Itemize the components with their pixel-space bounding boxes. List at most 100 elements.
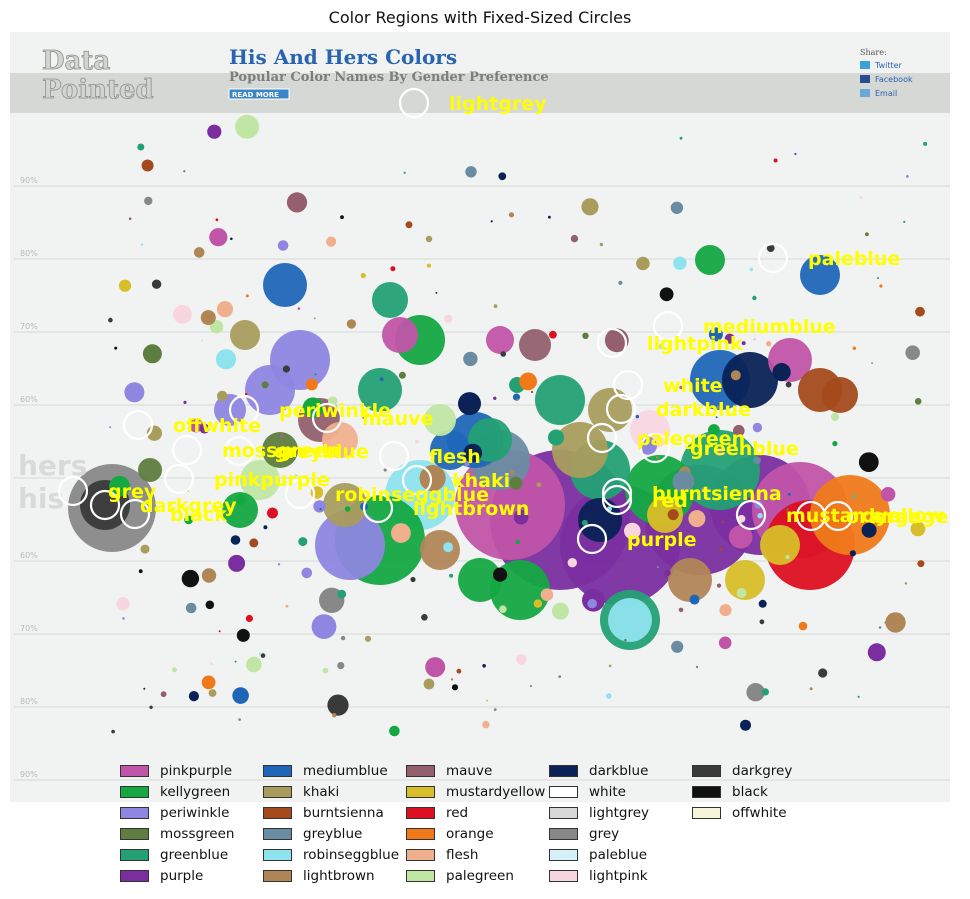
bubble xyxy=(258,652,261,655)
label-mossgreen: mossgreen xyxy=(222,440,340,462)
marker-periwinkle xyxy=(228,394,260,426)
bubble xyxy=(465,166,477,178)
bubble xyxy=(282,365,290,373)
bubble xyxy=(232,687,249,704)
legend-label: pinkpurple xyxy=(160,762,232,779)
bubble xyxy=(144,196,153,206)
bubble xyxy=(851,493,858,500)
label-greenblue: greenblue xyxy=(690,438,799,460)
bubble xyxy=(277,563,281,566)
bubble xyxy=(490,220,493,223)
bubble xyxy=(867,643,886,662)
bubble xyxy=(425,235,433,243)
bubble xyxy=(914,398,922,405)
bubble xyxy=(183,400,187,404)
bubble xyxy=(337,589,347,599)
bubble xyxy=(185,602,197,614)
bubble xyxy=(599,242,604,247)
bubble xyxy=(173,304,192,324)
bubble xyxy=(109,426,112,429)
bubble xyxy=(785,555,790,559)
bubble xyxy=(140,243,144,246)
bubble xyxy=(143,687,146,690)
legend-swatch xyxy=(120,848,149,861)
bubble xyxy=(297,307,301,310)
bubble xyxy=(217,390,228,402)
bubble xyxy=(695,665,699,669)
bubble xyxy=(218,630,221,633)
legend-item: palegreen xyxy=(406,865,549,886)
bubble xyxy=(906,175,909,178)
legend-label: flesh xyxy=(446,846,479,863)
bubble xyxy=(516,654,527,665)
legend-label: mediumblue xyxy=(303,762,388,779)
legend-item: red xyxy=(406,802,549,823)
y-tick-label: 90% xyxy=(20,176,38,185)
bubble xyxy=(746,683,765,702)
label-offwhite: offwhite xyxy=(173,415,261,437)
bubble xyxy=(679,385,683,390)
legend-swatch xyxy=(120,764,149,777)
twitter-icon xyxy=(860,61,870,69)
legend-swatch xyxy=(263,764,292,777)
bubble xyxy=(624,522,641,540)
bubble xyxy=(733,424,745,437)
bubble xyxy=(852,346,856,350)
bubble xyxy=(319,508,322,511)
marker-lightbrown xyxy=(362,492,394,524)
legend-label: paleblue xyxy=(589,846,648,863)
legend-swatch xyxy=(263,827,292,840)
label-robinseggblue: robinseggblue xyxy=(335,484,489,506)
legend-label: white xyxy=(589,783,626,800)
bubble xyxy=(880,487,896,502)
bubble xyxy=(686,378,689,381)
bubble xyxy=(286,192,308,213)
bubble xyxy=(171,667,177,673)
marker-greenblue xyxy=(639,432,671,464)
background-gridlines: 90% 80% 70% 60% 60% 70% 80% 90% xyxy=(14,176,950,781)
legend-item: periwinkle xyxy=(120,802,263,823)
bubble xyxy=(552,422,608,478)
bubble xyxy=(535,375,585,425)
bubble xyxy=(486,699,488,702)
bubble xyxy=(785,381,792,388)
bubble xyxy=(249,538,259,548)
label-burntsienna: burntsienna xyxy=(652,483,782,505)
marker-lightgrey xyxy=(398,87,430,119)
bubble xyxy=(533,599,543,608)
bubble xyxy=(209,320,224,334)
bubble xyxy=(923,141,928,146)
bubble xyxy=(753,456,761,465)
bubble xyxy=(128,217,132,220)
label-flesh: flesh xyxy=(429,446,481,468)
bubble xyxy=(879,284,883,288)
legend-item: offwhite xyxy=(692,802,835,823)
marker-mustardyellow xyxy=(735,499,767,531)
bubble xyxy=(140,544,150,554)
legend: pinkpurple kellygreen periwinkle mossgreen g… xyxy=(120,760,835,886)
bubble xyxy=(670,201,684,214)
legend-swatch xyxy=(120,806,149,819)
bubble xyxy=(302,397,324,419)
bubble xyxy=(724,333,735,344)
bubble xyxy=(786,508,789,511)
legend-item: orange xyxy=(406,823,549,844)
bubble xyxy=(346,319,357,329)
y-tick-label: 70% xyxy=(20,322,38,331)
bubble xyxy=(263,525,268,530)
bubble xyxy=(858,452,879,472)
bubble xyxy=(236,628,250,642)
bubble xyxy=(689,594,700,605)
bubble xyxy=(230,320,260,350)
background-image: Data Pointed His And Hers Colors Popular… xyxy=(10,32,950,802)
bubble xyxy=(647,438,650,442)
bubble xyxy=(656,566,660,569)
header-band xyxy=(10,73,950,113)
marker-black xyxy=(119,498,151,530)
marker-mediumblue xyxy=(652,310,684,342)
legend-item: paleblue xyxy=(549,844,692,865)
bubble xyxy=(766,341,772,347)
bubble xyxy=(108,317,113,323)
legend-item: greyblue xyxy=(263,823,406,844)
bubble xyxy=(238,718,241,721)
